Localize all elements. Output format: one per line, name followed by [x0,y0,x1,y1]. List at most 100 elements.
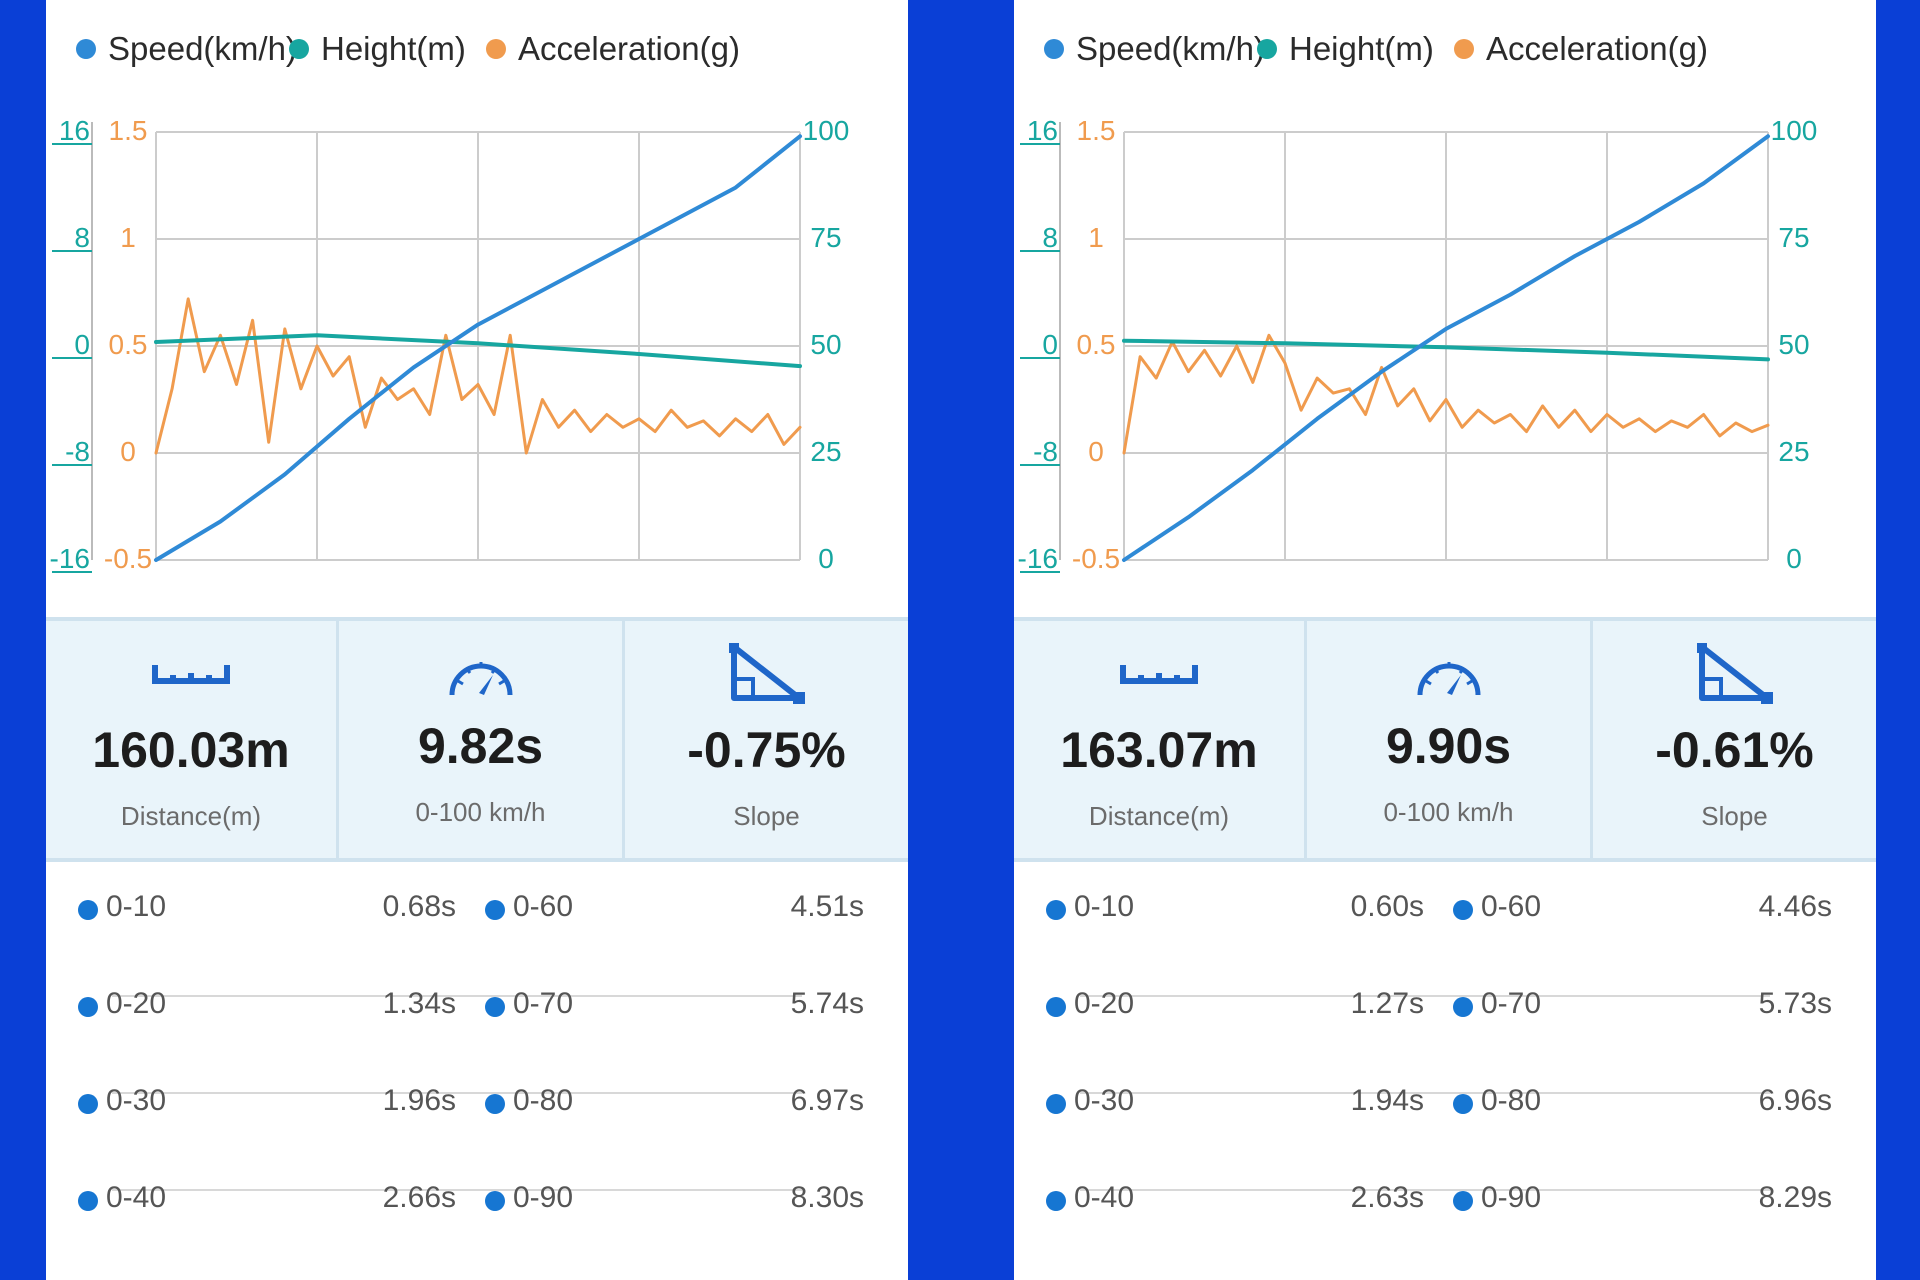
speedometer-icon [449,662,512,696]
legend-label: Acceleration(g) [518,30,740,67]
speed-tick-label: 100 [803,115,850,146]
slope-icon [1696,643,1773,704]
legend-label: Height(m) [321,30,466,67]
acceleration-tick-label: 0 [1088,436,1104,467]
stats-bar: 160.03m Distance(m) 9.82s 0-100 km/h -0.… [46,617,908,862]
speed-tick-label: 75 [810,222,841,253]
row-divider [112,995,802,997]
acceleration-tick-label: -0.5 [1072,543,1120,574]
legend-item-speed[interactable]: Speed(km/h) [76,30,297,68]
performance-chart: 16 8 0 -8 -16 1.5 1 0.5 0 -0.5 100 75 50 25 0 [1018,115,1818,574]
acceleration-tick-label: 1.5 [109,115,148,146]
height-tick-label: -16 [50,543,90,574]
stat-value: 9.82s [417,718,544,774]
time-label: 0-60 [1481,890,1542,923]
legend-item-height[interactable]: Height(m) [1257,30,1434,68]
legend-label: Speed(km/h) [108,30,297,67]
stat-label: Distance(m) [120,801,262,831]
stat-label: 0-100 km/h [415,797,546,827]
stat-slope: -0.75% Slope [625,621,908,858]
time-value: 1.27s [1350,987,1424,1020]
time-value: 1.96s [382,1084,456,1117]
height-tick-label: -8 [1033,436,1058,467]
time-value: 0.68s [382,890,456,923]
speedometer-icon [1417,662,1480,696]
time-value: 4.46s [1758,890,1832,923]
time-label: 0-20 [1074,987,1135,1020]
bullet-icon [1046,997,1066,1017]
bullet-icon [78,1094,98,1114]
height-tick-label: 0 [1042,329,1058,360]
stat-distance: 163.07m Distance(m) [1014,621,1304,858]
time-value: 5.74s [790,987,864,1020]
acceleration-tick-label: 0 [120,436,136,467]
time-value: 2.66s [382,1181,456,1214]
speed-tick-label: 75 [1778,222,1809,253]
speed-tick-label: 50 [1778,329,1809,360]
time-label: 0-10 [106,890,167,923]
legend-item-speed[interactable]: Speed(km/h) [1044,30,1265,68]
time-value: 5.73s [1758,987,1832,1020]
row-divider [1080,1189,1770,1191]
height-tick-label: 16 [1027,115,1058,146]
height-tick-label: -8 [65,436,90,467]
time-label: 0-90 [513,1181,574,1214]
speed-series-line [154,134,802,562]
speed-tick-label: 25 [1778,436,1809,467]
legend-item-height[interactable]: Height(m) [289,30,466,68]
time-label: 0-90 [1481,1181,1542,1214]
time-label: 0-60 [513,890,574,923]
height-series-line [1122,338,1770,362]
time-label: 0-10 [1074,890,1135,923]
bullet-icon [485,997,505,1017]
chart-legend: Speed(km/h) Height(m) Acceleration(g) [1044,30,1856,74]
time-label: 0-80 [513,1084,574,1117]
times-row: 0-20 1.27s 0-70 5.73s [1014,977,1876,1037]
chart-legend: Speed(km/h) Height(m) Acceleration(g) [76,30,888,74]
time-value: 0.60s [1350,890,1424,923]
acceleration-tick-label: 0.5 [109,329,148,360]
speed-tick-label: 100 [1771,115,1818,146]
bullet-icon [1453,997,1473,1017]
stat-value: 163.07m [1060,722,1258,778]
time-value: 4.51s [790,890,864,923]
bullet-icon [485,900,505,920]
height-series-line [154,333,802,369]
stats-bar: 163.07m Distance(m) 9.90s 0-100 km/h -0.… [1014,617,1876,862]
stat-divider [622,621,625,858]
speed-tick-label: 50 [810,329,841,360]
time-value: 8.30s [790,1181,864,1214]
bullet-icon [1453,900,1473,920]
stat-label: 0-100 km/h [1383,797,1514,827]
legend-item-acceleration[interactable]: Acceleration(g) [486,30,740,68]
acceleration-tick-label: -0.5 [104,543,152,574]
bullet-icon [78,1191,98,1211]
stat-value: 9.90s [1385,718,1512,774]
acceleration-tick-label: 1 [1088,222,1104,253]
times-row: 0-40 2.63s 0-90 8.29s [1014,1171,1876,1231]
legend-item-acceleration[interactable]: Acceleration(g) [1454,30,1708,68]
performance-chart: 16 8 0 -8 -16 1.5 1 0.5 0 -0.5 100 75 50 25 0 [50,115,850,574]
speed-series-line [1122,134,1770,562]
stat-zero-to-hundred: 9.90s 0-100 km/h [1307,621,1590,858]
legend-dot-height [1257,39,1277,59]
stat-label: Slope [1701,801,1768,831]
stat-value: -0.75% [687,722,846,778]
bullet-icon [485,1094,505,1114]
stat-slope: -0.61% Slope [1593,621,1876,858]
ruler-icon [1120,665,1198,684]
speed-tick-label: 0 [818,543,834,574]
time-label: 0-40 [106,1181,167,1214]
acceleration-tick-label: 1 [120,222,136,253]
times-row: 0-30 1.94s 0-80 6.96s [1014,1074,1876,1134]
time-value: 1.34s [382,987,456,1020]
time-value: 2.63s [1350,1181,1424,1214]
bullet-icon [1046,1191,1066,1211]
stat-divider [1590,621,1593,858]
time-label: 0-70 [513,987,574,1020]
bullet-icon [1453,1094,1473,1114]
height-tick-label: 8 [1042,222,1058,253]
time-value: 8.29s [1758,1181,1832,1214]
row-divider [112,1092,802,1094]
time-value: 6.96s [1758,1084,1832,1117]
